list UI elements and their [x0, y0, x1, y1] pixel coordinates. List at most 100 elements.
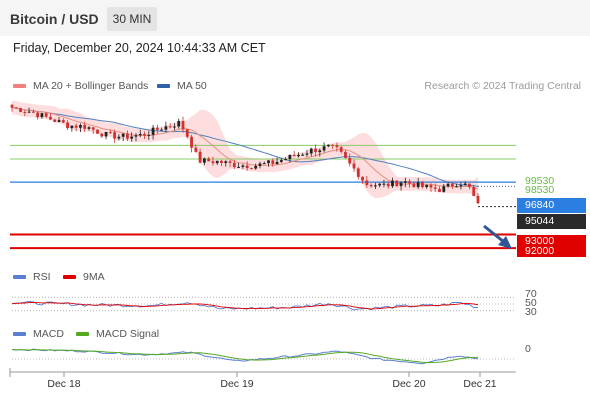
price-panel — [10, 100, 516, 250]
instrument-title: Bitcoin / USD — [10, 11, 99, 27]
candle-body — [147, 134, 151, 136]
candle-body — [344, 151, 347, 158]
candle-body — [31, 111, 35, 113]
candle-body — [425, 184, 429, 188]
legend-ma20-bollinger: MA 20 + Bollinger Bands — [13, 80, 148, 92]
candle-body — [348, 157, 352, 164]
candle-body — [314, 148, 317, 153]
candle-body — [113, 132, 117, 139]
candle-body — [198, 151, 202, 163]
candle-body — [237, 166, 240, 168]
candle-body — [245, 165, 249, 169]
macd-signal-label: MACD Signal — [96, 328, 160, 340]
candle-body — [476, 195, 480, 204]
candle-body — [164, 126, 168, 130]
candle-body — [27, 111, 31, 113]
candle-body — [275, 161, 279, 165]
candle-body — [202, 158, 206, 163]
legend-ma50: MA 50 — [157, 80, 207, 92]
legend-rsi: RSI — [13, 271, 51, 283]
candle-body — [61, 120, 65, 123]
rsi-level-30: 30 — [525, 306, 537, 318]
macd-swatch — [13, 332, 26, 336]
candle-body — [284, 159, 288, 161]
candle-body — [215, 160, 219, 164]
candle-body — [267, 160, 270, 164]
candle-body — [168, 126, 172, 128]
resistance-2-label: 99530 — [525, 175, 555, 187]
macd-label: MACD — [33, 328, 64, 340]
candle-body — [365, 180, 369, 186]
macd-panel — [11, 348, 516, 365]
candle-body — [160, 129, 164, 131]
candle-body — [408, 181, 411, 184]
candle-body — [19, 108, 22, 113]
candle-body — [57, 120, 61, 122]
candle-body — [241, 165, 245, 167]
candle-body — [309, 148, 313, 154]
candle-body — [173, 126, 176, 128]
candle-body — [271, 160, 275, 165]
candle-body — [44, 113, 48, 117]
candle-body — [331, 144, 335, 146]
last-price-label: 95044 — [517, 214, 586, 229]
candle-body — [356, 168, 360, 177]
ma50-line — [11, 107, 479, 187]
candle-body — [399, 182, 403, 187]
macd-signal-swatch — [76, 332, 89, 336]
candle-body — [181, 121, 185, 130]
candle-body — [220, 160, 223, 163]
candle-body — [104, 131, 108, 137]
candle-body — [14, 107, 18, 109]
candle-body — [155, 127, 159, 130]
macd-zero-level: 0 — [525, 343, 531, 355]
candle-body — [279, 160, 283, 162]
candle-body — [292, 154, 296, 157]
candle-body — [442, 186, 446, 192]
candle-body — [143, 133, 146, 136]
candle-body — [87, 127, 91, 129]
candle-body — [121, 133, 125, 137]
candle-body — [40, 113, 44, 118]
candle-body — [339, 147, 343, 152]
x-tick-label: Dec 20 — [392, 378, 426, 390]
candle-body — [361, 176, 364, 181]
candle-body — [433, 187, 437, 189]
candle-body — [117, 136, 121, 139]
rsi-ma-swatch — [63, 275, 76, 279]
timeframe-button[interactable]: 30 MIN — [107, 7, 157, 31]
top-bar: Bitcoin / USD 30 MIN — [0, 0, 590, 36]
candle-body — [74, 125, 78, 128]
candle-body — [228, 161, 232, 163]
candle-body — [10, 104, 14, 108]
candle-body — [66, 122, 69, 129]
candle-body — [262, 163, 266, 165]
candle-body — [326, 144, 330, 147]
x-tick-label: Dec 21 — [463, 378, 497, 390]
candle-body — [429, 184, 433, 188]
candle-body — [100, 133, 104, 137]
candle-body — [297, 154, 300, 157]
pivot-label: 96840 — [517, 198, 586, 213]
candle-body — [49, 116, 52, 120]
candle-body — [53, 119, 57, 122]
candle-body — [421, 182, 424, 188]
candle-body — [151, 127, 155, 135]
ma50-label: MA 50 — [177, 80, 207, 92]
candle-body — [318, 150, 322, 153]
candle-body — [250, 168, 253, 170]
forecast-arrow-shaft — [483, 224, 505, 244]
candle-body — [412, 183, 416, 188]
macd-signal-line — [11, 349, 478, 363]
candle-body — [459, 185, 463, 187]
rsi-swatch — [13, 275, 26, 279]
candle-body — [472, 186, 476, 196]
rsi-ma-line — [11, 302, 479, 310]
forecast-arrow-head — [498, 236, 512, 249]
candle-body — [386, 183, 390, 187]
resistance-1-label: 98530 — [525, 184, 555, 196]
rsi-panel — [11, 296, 516, 312]
x-tick-label: Dec 18 — [47, 378, 81, 390]
ma20-label: MA 20 + Bollinger Bands — [33, 80, 149, 92]
candle-body — [194, 147, 198, 152]
